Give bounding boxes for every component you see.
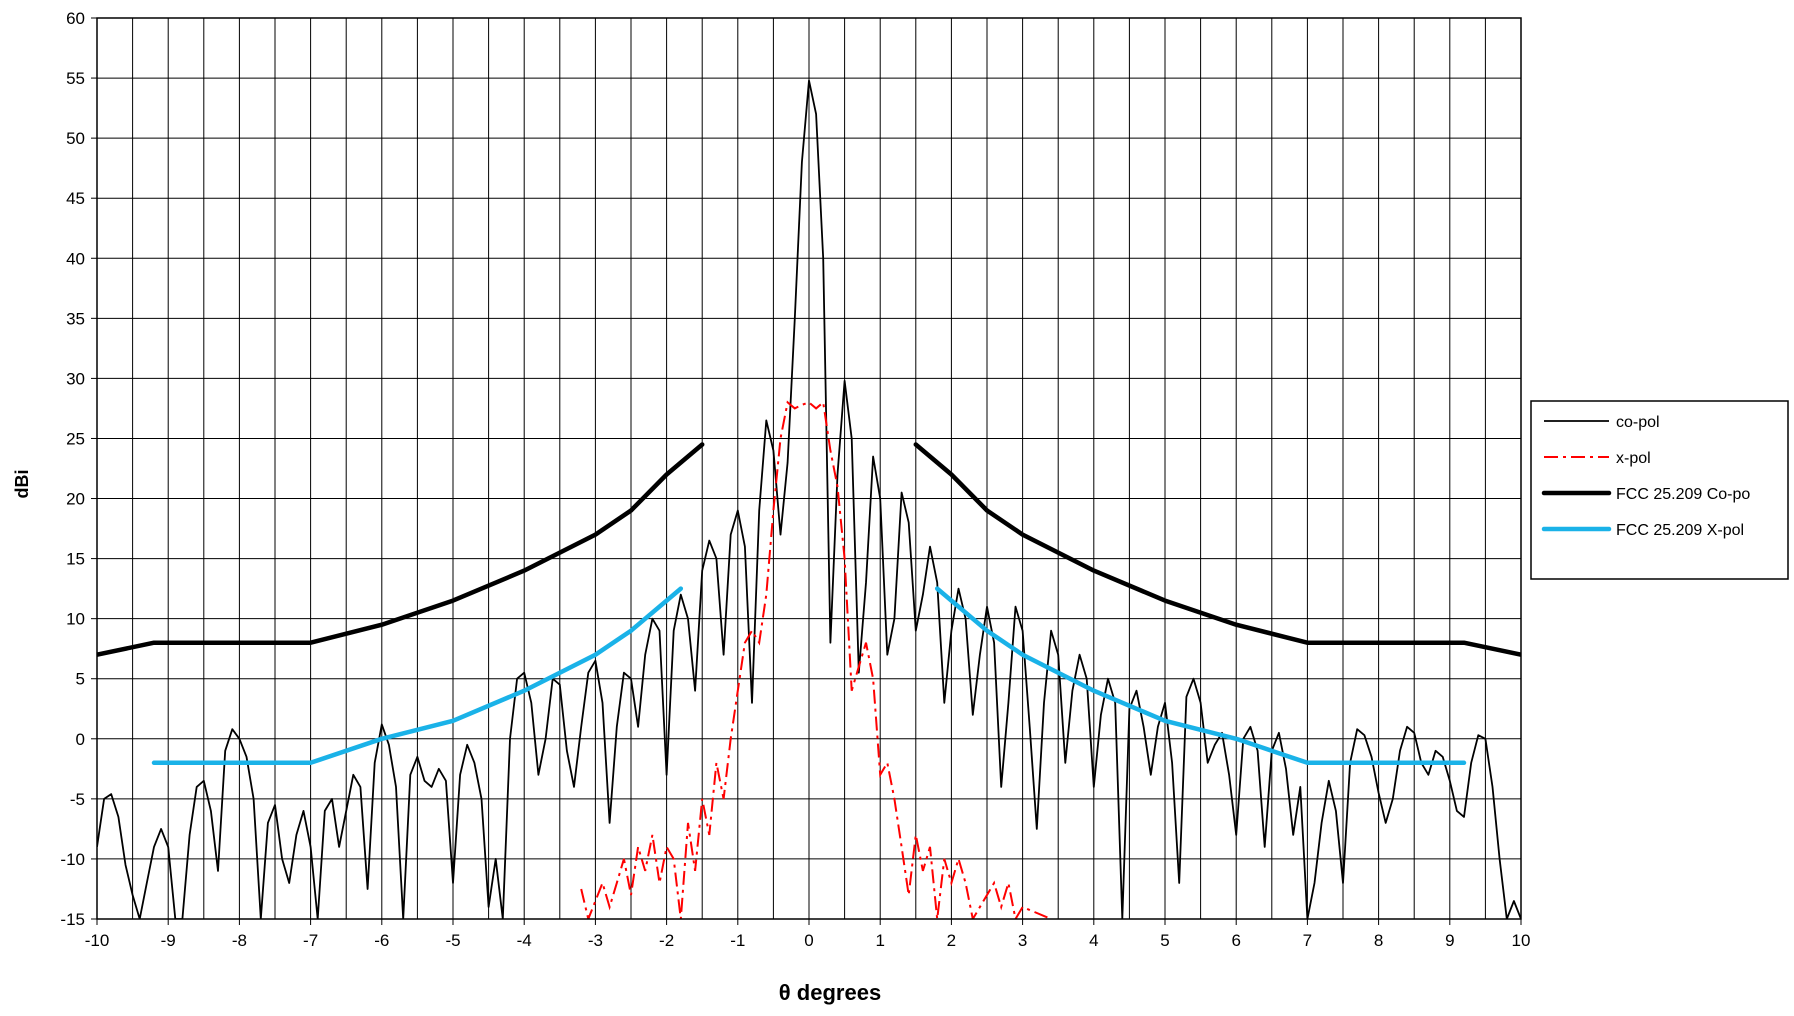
y-tick-label: 25 [66,429,85,448]
y-axis-title: dBi [12,470,32,499]
x-tick-label: -2 [659,931,674,950]
y-tick-label: -5 [70,790,85,809]
y-tick-label: 10 [66,610,85,629]
x-tick-label: -9 [161,931,176,950]
y-tick-label: -15 [60,910,85,929]
x-tick-label: -3 [588,931,603,950]
series-fcc-25-209-x-pol-line [934,586,1467,766]
x-tick-label: 6 [1231,931,1240,950]
series-fcc-25-209-x-pol-line [151,586,684,766]
x-tick-label: 3 [1018,931,1027,950]
y-tick-label: 55 [66,69,85,88]
y-tick-label: 40 [66,249,85,268]
x-tick-label: 8 [1374,931,1383,950]
y-tick-label: 5 [76,670,85,689]
x-tick-label: 2 [947,931,956,950]
series-fcc-25-209-co-po-line [913,442,1521,657]
y-tick-label: 60 [66,9,85,28]
legend-label: x-pol [1616,450,1651,467]
series-x-pol-line [580,400,1052,919]
x-tick-label: -10 [85,931,110,950]
legend: co-pol x-pol FCC 25.209 Co-po FCC 25.209 X-… [1530,400,1789,580]
x-tick-label: 4 [1089,931,1098,950]
x-axis-title: θ degrees [779,980,881,1005]
series-group [97,79,1521,919]
series-fcc-25-209-co-po-line [97,442,705,657]
y-tick-label: 50 [66,129,85,148]
x-tick-label: -1 [730,931,745,950]
y-tick-label: 15 [66,550,85,569]
y-tick-label: -10 [60,850,85,869]
legend-box [1530,400,1789,580]
grid [96,17,1522,920]
y-tick-label: 35 [66,309,85,328]
legend-label: FCC 25.209 Co-po [1616,486,1750,503]
axes: -10 -9 -8 -7 -6 -5 -4 -3 -2 -1 0 1 2 3 4 5 6 7 8 9 10-15-10-… [60,9,1530,950]
x-tick-label: -4 [517,931,532,950]
x-tick-label: 1 [875,931,884,950]
y-tick-label: 20 [66,490,85,509]
x-tick-label: 5 [1160,931,1169,950]
legend-label: FCC 25.209 X-pol [1616,522,1744,539]
x-tick-label: 10 [1512,931,1531,950]
x-tick-label: -5 [445,931,460,950]
legend-label: co-pol [1616,414,1660,431]
y-tick-label: 0 [76,730,85,749]
y-tick-label: 45 [66,189,85,208]
plot-area [97,79,1521,919]
x-tick-label: -7 [303,931,318,950]
y-tick-label: 30 [66,369,85,388]
x-tick-label: 7 [1303,931,1312,950]
x-tick-label: 0 [804,931,813,950]
x-tick-label: -6 [374,931,389,950]
x-tick-label: -8 [232,931,247,950]
x-tick-label: 9 [1445,931,1454,950]
